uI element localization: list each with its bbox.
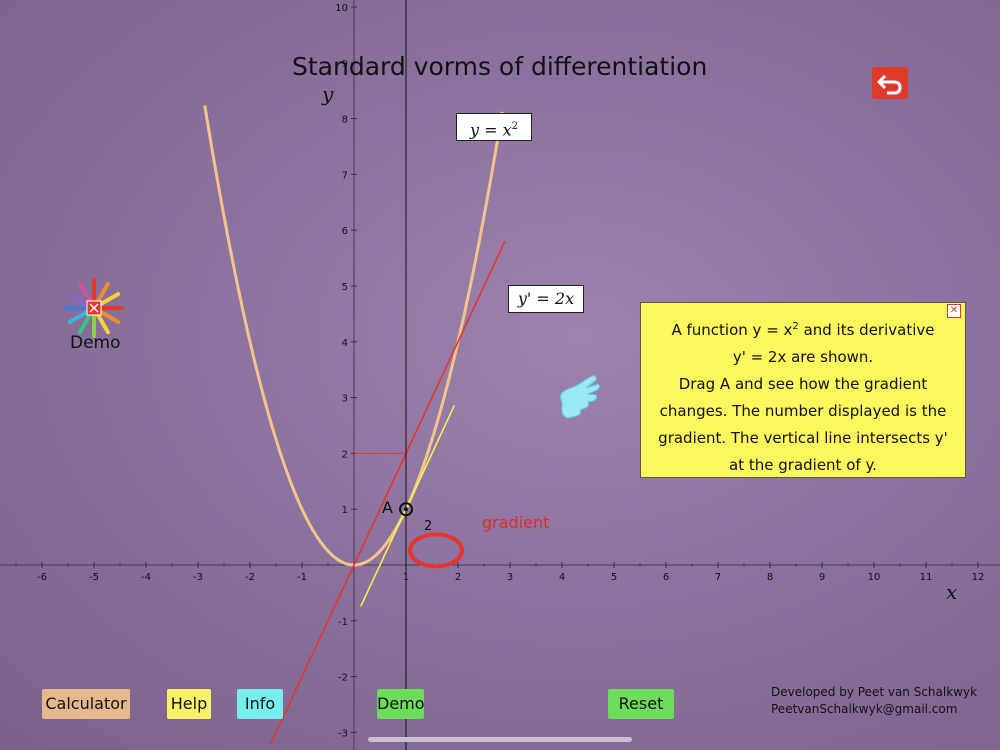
info-text: A function y = x2 and its derivative y' …	[641, 313, 965, 479]
demo-label: Demo	[70, 333, 121, 353]
x-tick-label: 6	[663, 572, 669, 583]
x-tick-label: -6	[37, 572, 47, 583]
color-wheel-spoke	[96, 312, 110, 335]
x-axis-label: x	[946, 580, 958, 604]
x-tick-label: 7	[715, 572, 721, 583]
x-tick-label: 11	[920, 572, 933, 583]
x-tick-label: -1	[297, 572, 307, 583]
y-tick-label: 8	[342, 115, 348, 126]
credits: Developed by Peet van Schalkwyk PeetvanS…	[771, 684, 977, 718]
tangent-line	[360, 405, 456, 607]
credits-email: PeetvanSchalkwyk@gmail.com	[771, 702, 958, 716]
close-icon[interactable]: ✕	[947, 304, 961, 318]
color-wheel-icon[interactable]	[62, 276, 126, 340]
x-tick-label: 4	[559, 572, 565, 583]
calculator-button[interactable]: Calculator	[42, 689, 130, 719]
y-tick-label: 5	[342, 282, 348, 293]
x-tick-label: 8	[767, 572, 773, 583]
color-wheel-spoke	[98, 310, 121, 324]
x-tick-label: 3	[507, 572, 513, 583]
x-tick-label: 2	[455, 572, 461, 583]
point-a-dot	[404, 507, 408, 512]
info-line-1-a: A function y = x	[671, 321, 793, 339]
y-tick-label: -3	[338, 728, 348, 739]
function-equation-text: y = x	[469, 120, 512, 140]
credits-author: Developed by Peet van Schalkwyk	[771, 685, 978, 699]
color-wheel-spoke	[67, 292, 90, 306]
gradient-value: 2	[424, 519, 433, 534]
info-line-5: gradient. The vertical line intersects y…	[658, 429, 948, 447]
back-arrow-icon	[877, 74, 902, 95]
y-tick-label: 4	[342, 338, 348, 349]
derivative-line	[270, 241, 506, 744]
info-line-3: Drag A and see how the gradient	[678, 375, 928, 393]
gradient-highlight-ellipse	[408, 532, 464, 569]
y-tick-label: 7	[342, 170, 348, 181]
y-tick-label: 3	[342, 394, 348, 405]
y-tick-label: 6	[342, 226, 348, 237]
info-line-1: A function y = x2 and its derivative	[641, 313, 965, 344]
x-tick-label: -4	[141, 572, 151, 583]
y-tick-label: 2	[342, 449, 348, 460]
info-line-4: changes. The number displayed is the	[659, 402, 947, 420]
color-wheel-spoke	[78, 312, 92, 335]
y-tick-label: 10	[335, 3, 348, 14]
point-a-ring	[399, 502, 413, 517]
y-tick-label: 9	[342, 59, 348, 70]
y-tick-label: -1	[338, 617, 348, 628]
x-tick-label: -5	[89, 572, 99, 583]
home-indicator	[368, 737, 632, 742]
info-line-2: y' = 2x are shown.	[732, 348, 874, 366]
gradient-label: gradient	[482, 513, 550, 532]
info-line-1-b: and its derivative	[798, 321, 935, 339]
x-tick-label: 5	[611, 572, 617, 583]
function-equation-exponent: 2	[511, 121, 518, 132]
info-button[interactable]: Info	[237, 689, 283, 719]
color-wheel-spoke	[98, 292, 121, 306]
x-tick-label: -3	[193, 572, 203, 583]
info-line-6: at the gradient of y.	[729, 456, 877, 474]
info-line-1-exp: 2	[792, 321, 799, 332]
y-tick-label: -2	[338, 673, 348, 684]
color-wheel-spoke	[78, 281, 92, 304]
function-equation-box: y = x2	[456, 113, 532, 141]
x-tick-label: 9	[819, 572, 825, 583]
x-tick-label: 10	[868, 572, 881, 583]
derivative-equation-box: y' = 2x	[508, 285, 584, 313]
derivative-equation-text: y' = 2x	[517, 289, 575, 308]
point-a-handle[interactable]	[399, 502, 413, 517]
y-axis-label: y	[322, 82, 334, 106]
y-tick-label: 1	[342, 505, 348, 516]
x-tick-label: -2	[245, 572, 255, 583]
color-wheel-spoke	[96, 281, 110, 304]
info-panel: A function y = x2 and its derivative y' …	[640, 302, 966, 478]
reset-button[interactable]: Reset	[608, 689, 674, 719]
point-a-label: A	[382, 498, 393, 517]
x-tick-label: 12	[972, 572, 985, 583]
help-button[interactable]: Help	[167, 689, 211, 719]
back-button[interactable]	[872, 67, 908, 99]
color-wheel-spoke	[67, 310, 90, 324]
pointing-hand-icon	[560, 375, 600, 419]
page-title: Standard vorms of differentiation	[292, 52, 708, 81]
demo-button[interactable]: Demo	[377, 689, 425, 719]
